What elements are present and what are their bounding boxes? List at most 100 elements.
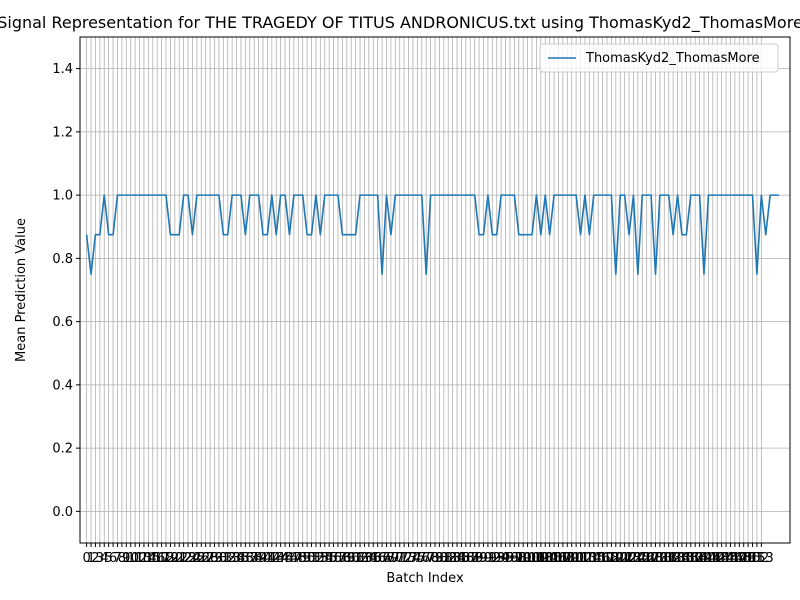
x-tick-label: 147 [722,551,747,566]
x-tick-label: 153 [749,551,774,566]
x-tick-label: 121 [608,551,633,566]
x-tick-label: 82 [440,551,457,566]
x-tick-label: 69 [383,551,400,566]
x-tick-label: 108 [550,551,575,566]
x-tick-label: 22 [175,551,192,566]
x-tick-label: 110 [559,551,584,566]
x-tick-label: 79 [427,551,444,566]
y-tick-label: 1.2 [52,125,73,140]
x-tick-label: 61 [347,551,364,566]
y-tick-label: 0.0 [52,505,73,520]
x-tick-label: 11 [127,551,144,566]
x-tick-label: 7 [113,551,121,566]
x-tick-label: 131 [652,551,677,566]
x-tick-label: 124 [621,551,646,566]
x-tick-label: 92 [484,551,501,566]
x-tick-label: 14 [140,551,157,566]
x-tick-label: 112 [568,551,593,566]
x-tick-label: 13 [136,551,153,566]
x-tick-label: 62 [352,551,369,566]
x-tick-label: 104 [533,551,558,566]
x-tick-label: 57 [330,551,347,566]
x-tick-label: 80 [431,551,448,566]
x-tick-label: 40 [255,551,272,566]
x-tick-label: 135 [670,551,695,566]
x-tick-label: 45 [277,551,294,566]
x-tick-label: 151 [740,551,765,566]
x-tick-label: 107 [546,551,571,566]
x-tick-label: 136 [674,551,699,566]
x-tick-label: 140 [692,551,717,566]
x-tick-label: 137 [678,551,703,566]
x-tick-label: 10 [122,551,139,566]
x-tick-label: 116 [586,551,611,566]
x-tick-label: 16 [149,551,166,566]
x-tick-label: 152 [745,551,770,566]
x-tick-label: 6 [109,551,117,566]
y-tick-label: 1.0 [52,189,73,204]
x-tick-label: 64 [361,551,378,566]
x-tick-label: 145 [714,551,739,566]
x-tick-label: 73 [400,551,417,566]
x-tick-label: 95 [497,551,514,566]
x-tick-label: 143 [705,551,730,566]
x-tick-label: 94 [493,551,510,566]
x-tick-label: 101 [520,551,545,566]
x-tick-label: 118 [595,551,620,566]
y-tick-label: 0.8 [52,252,73,267]
x-tick-label: 55 [321,551,338,566]
x-tick-label: 43 [268,551,285,566]
x-tick-label: 129 [643,551,668,566]
x-tick-label: 35 [233,551,250,566]
y-axis: 0.0 0.2 0.4 0.6 0.8 1.0 1.2 1.4 [52,62,80,520]
x-tick-label: 150 [736,551,761,566]
y-tick-label: 0.2 [52,442,73,457]
x-tick-label: 119 [599,551,624,566]
x-tick-label: 84 [449,551,466,566]
x-tick-label: 128 [639,551,664,566]
legend-label: ThomasKyd2_ThomasMore [585,51,760,66]
x-tick-label: 44 [272,551,289,566]
x-tick-label: 99 [515,551,532,566]
x-tick-label: 1 [87,551,95,566]
x-tick-label: 37 [242,551,259,566]
x-tick-label: 70 [387,551,404,566]
x-tick-label: 31 [215,551,232,566]
x-tick-label: 78 [422,551,439,566]
x-tick-label: 26 [193,551,210,566]
x-tick-label: 97 [506,551,523,566]
x-tick-label: 47 [286,551,303,566]
x-tick-label: 142 [700,551,725,566]
x-tick-label: 12 [131,551,148,566]
x-tick-label: 126 [630,551,655,566]
x-tick-label: 117 [590,551,615,566]
x-tick-label: 56 [325,551,342,566]
x-tick-label: 8 [118,551,126,566]
x-tick-label: 27 [197,551,214,566]
x-tick-label: 102 [524,551,549,566]
x-tick-label: 68 [378,551,395,566]
x-tick-label: 81 [436,551,453,566]
x-tick-label: 144 [709,551,734,566]
x-tick-label: 63 [356,551,373,566]
y-tick-label: 1.4 [52,62,73,77]
legend: ThomasKyd2_ThomasMore [539,43,779,73]
x-tick-label: 111 [564,551,589,566]
legend-box [539,43,779,73]
x-tick-label: 103 [528,551,553,566]
x-tick-label: 5 [105,551,113,566]
x-tick-label: 76 [413,551,430,566]
x-tick-label: 87 [462,551,479,566]
x-tick-label: 123 [617,551,642,566]
x-tick-label: 17 [153,551,170,566]
x-tick-label: 49 [294,551,311,566]
x-tick-label: 60 [343,551,360,566]
x-tick-label: 21 [171,551,188,566]
x-tick-label: 132 [656,551,681,566]
x-tick-label: 65 [365,551,382,566]
x-tick-label: 53 [312,551,329,566]
x-tick-label: 72 [396,551,413,566]
series-line [85,194,779,275]
x-tick-label: 89 [471,551,488,566]
